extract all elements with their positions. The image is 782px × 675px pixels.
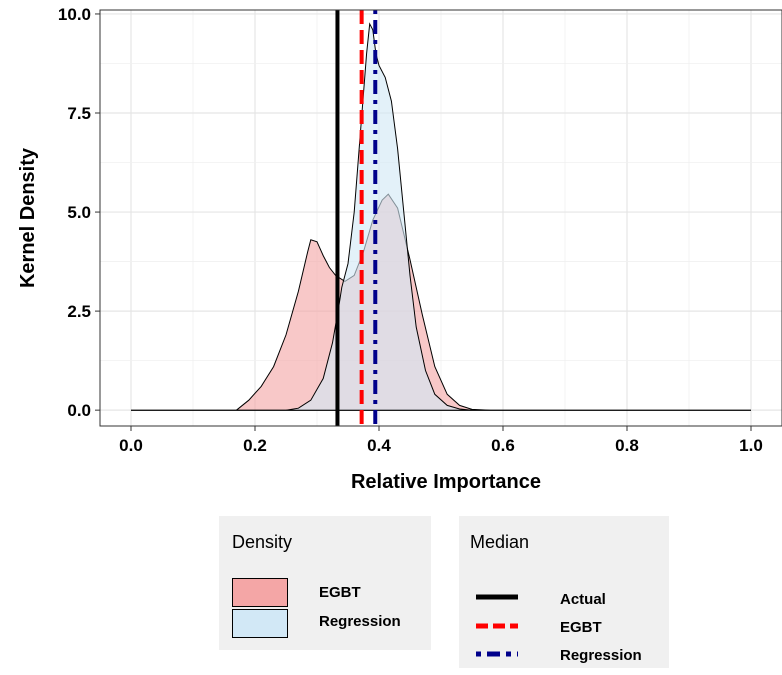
- legend-label-egbt-median: EGBT: [560, 619, 602, 636]
- legend-density: Density EGBT Regression: [219, 516, 431, 650]
- x-tick-label: 1.0: [739, 436, 763, 455]
- legend-label-egbt-density: EGBT: [319, 584, 361, 601]
- y-tick-label: 2.5: [67, 302, 91, 321]
- legend-median-title: Median: [470, 532, 530, 552]
- x-tick-label: 0.6: [491, 436, 515, 455]
- legend-key-regression-density: [232, 609, 288, 638]
- x-tick-label: 0.0: [119, 436, 143, 455]
- legend-median: Median Actual EGBT Regression: [459, 516, 669, 668]
- median-lines: [335, 10, 378, 426]
- y-tick-label: 7.5: [67, 104, 91, 123]
- x-tick-label: 0.4: [367, 436, 391, 455]
- legend-density-title: Density: [232, 532, 293, 552]
- x-tick-label: 0.8: [615, 436, 639, 455]
- y-tick-label: 5.0: [67, 203, 91, 222]
- y-axis-title: Kernel Density: [17, 147, 39, 288]
- legend-key-egbt-density: [232, 578, 288, 607]
- legend-label-regression-density: Regression: [319, 613, 401, 630]
- grid: [100, 10, 782, 426]
- y-tick-label: 10.0: [58, 5, 91, 24]
- legend-median-keys: [476, 594, 518, 657]
- y-tick-label: 0.0: [67, 401, 91, 420]
- x-tick-label: 0.2: [243, 436, 267, 455]
- legend-label-actual: Actual: [560, 591, 606, 608]
- x-axis-title: Relative Importance: [351, 471, 541, 493]
- plot-panel-border: [99, 9, 782, 427]
- legend-label-regression-median: Regression: [560, 647, 642, 664]
- axis-ticks: 0.0 0.2 0.4 0.6 0.8 1.0 0.0 2.5 5.0 7.5 10.0: [58, 5, 763, 455]
